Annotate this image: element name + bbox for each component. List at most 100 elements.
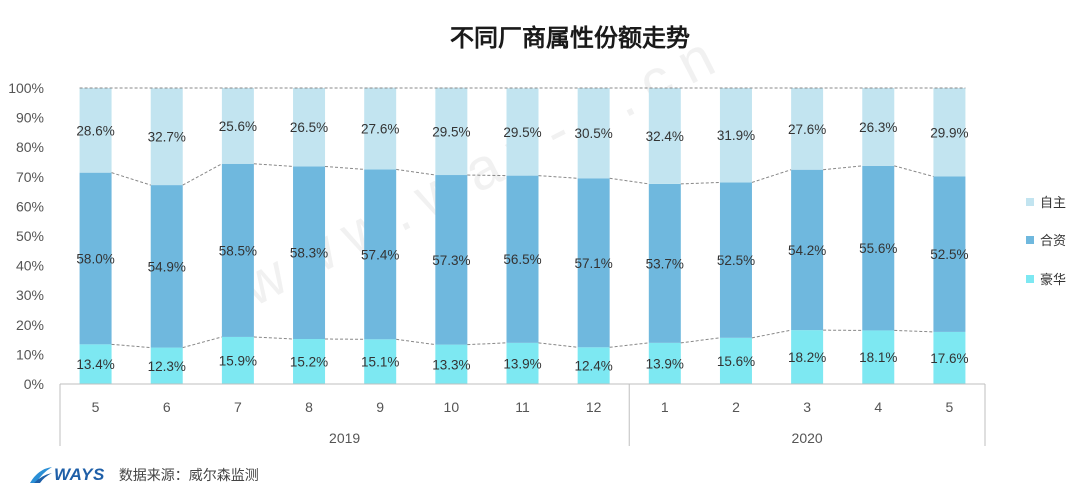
data-label: 18.1% <box>859 350 897 365</box>
y-tick-label: 50% <box>16 228 44 244</box>
y-tick-label: 0% <box>24 376 44 392</box>
y-tick-label: 20% <box>16 317 44 333</box>
boundary-connector-line <box>111 172 151 186</box>
bar-segment-haohua <box>862 330 895 384</box>
y-tick-label: 10% <box>16 346 44 362</box>
bar-segment-zizhu <box>933 88 966 177</box>
boundary-connector-line <box>182 163 223 186</box>
data-label: 17.6% <box>930 351 968 366</box>
bar-segment-zizhu <box>79 88 112 173</box>
boundary-connector-line <box>680 337 721 344</box>
ways-logo: WAYS <box>28 465 105 485</box>
x-tick-label: 2 <box>732 399 740 415</box>
data-label: 15.6% <box>717 354 755 369</box>
bar-segment-haohua <box>648 342 681 384</box>
boundary-connector-line <box>467 174 507 177</box>
boundary-connector-line <box>751 329 792 339</box>
data-label: 30.5% <box>575 126 613 141</box>
data-label: 55.6% <box>859 241 897 256</box>
boundary-connector-line <box>538 342 578 348</box>
bar-segment-haohua <box>506 342 539 384</box>
bar-segment-hezi <box>221 163 254 337</box>
legend-label: 自主 <box>1040 196 1066 211</box>
bar-segment-zizhu <box>293 88 326 167</box>
bar-segment-haohua <box>293 339 326 384</box>
boundary-connector-line <box>609 177 649 185</box>
data-label: 18.2% <box>788 350 826 365</box>
data-label: 26.5% <box>290 120 328 135</box>
boundary-connector-line <box>680 181 720 185</box>
boundary-connector-line <box>894 165 934 177</box>
legend-swatch <box>1026 275 1034 283</box>
x-tick-label: 8 <box>305 399 313 415</box>
legend-label: 合资 <box>1040 234 1066 249</box>
data-label: 13.3% <box>432 357 470 372</box>
boundary-connector-line <box>894 329 934 333</box>
x-tick-label: 9 <box>376 399 384 415</box>
bars-layer <box>79 87 966 384</box>
x-tick-label: 3 <box>803 399 811 415</box>
data-label: 29.9% <box>930 125 968 140</box>
bar-segment-haohua <box>791 330 824 384</box>
x-group-label: 2019 <box>329 430 360 446</box>
data-label: 25.6% <box>219 119 257 134</box>
boundary-connector-line <box>823 165 863 171</box>
data-label: 57.4% <box>361 247 399 262</box>
bar-segment-zizhu <box>435 87 468 176</box>
data-label: 52.5% <box>930 247 968 262</box>
data-label: 56.5% <box>503 252 541 267</box>
bar-segment-zizhu <box>648 88 681 184</box>
data-label: 12.3% <box>148 359 186 374</box>
y-tick-label: 30% <box>16 287 44 303</box>
ways-logo-text: WAYS <box>54 465 105 484</box>
bar-segment-hezi <box>364 169 397 340</box>
data-label: 29.5% <box>432 124 470 139</box>
x-tick-label: 10 <box>444 399 460 415</box>
data-label: 15.1% <box>361 355 399 370</box>
boundary-connector-line <box>325 165 365 170</box>
bar-segment-zizhu <box>719 88 752 183</box>
boundary-connector-line <box>253 163 294 167</box>
x-tick-label: 5 <box>946 399 954 415</box>
ways-logo-icon <box>30 467 52 483</box>
data-label: 32.7% <box>148 130 186 145</box>
legend-label: 豪华 <box>1040 272 1066 288</box>
legend-swatch <box>1026 236 1034 244</box>
bar-segment-hezi <box>435 175 468 345</box>
y-tick-label: 40% <box>16 258 44 274</box>
axes-layer: 0% 10% 20% 30% 40% 50% 60% 70% 80% 90% 100% 5 6 7 8 9 10… <box>8 80 986 446</box>
bar-segment-haohua <box>435 344 468 384</box>
data-label: 52.5% <box>717 253 755 268</box>
chart-title: 不同厂商属性份额走势 <box>450 24 690 52</box>
data-source-text: 数据来源：威尔森监测 <box>118 468 259 484</box>
bar-segment-haohua <box>577 347 610 384</box>
bar-segment-hezi <box>933 176 966 332</box>
bar-segment-zizhu <box>221 88 254 164</box>
bar-segment-hezi <box>577 178 610 348</box>
x-tick-label: 5 <box>92 399 100 415</box>
boundary-connector-line <box>751 169 792 183</box>
bar-segment-zizhu <box>150 88 183 186</box>
y-tick-label: 60% <box>16 198 44 214</box>
bar-segment-hezi <box>79 172 112 345</box>
y-tick-label: 80% <box>16 139 44 155</box>
data-label: 58.3% <box>290 246 328 261</box>
bar-segment-haohua <box>364 339 397 384</box>
y-tick-label: 90% <box>16 110 44 126</box>
data-label: 28.6% <box>76 123 114 138</box>
boundary-connector-line <box>253 336 294 340</box>
data-label: 26.3% <box>859 120 897 135</box>
y-tick-label: 100% <box>8 80 44 96</box>
boundary-connector-line <box>609 342 649 348</box>
x-tick-label: 1 <box>661 399 669 415</box>
bar-segment-hezi <box>719 182 752 338</box>
boundary-connector-line <box>396 168 436 176</box>
bar-segment-hezi <box>862 165 895 331</box>
legend-swatch <box>1026 198 1034 206</box>
footer: WAYS 数据来源：威尔森监测 <box>28 463 259 487</box>
x-tick-label: 11 <box>515 399 530 415</box>
bar-segment-haohua <box>221 336 254 384</box>
data-label: 54.2% <box>788 243 826 258</box>
